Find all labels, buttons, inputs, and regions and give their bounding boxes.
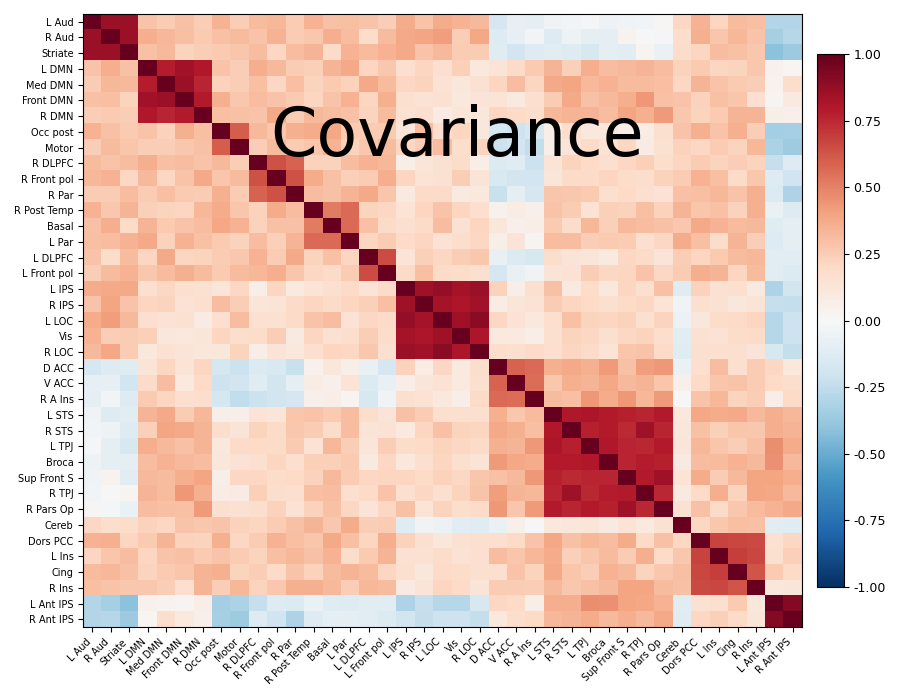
- Text: Covariance: Covariance: [270, 104, 644, 169]
